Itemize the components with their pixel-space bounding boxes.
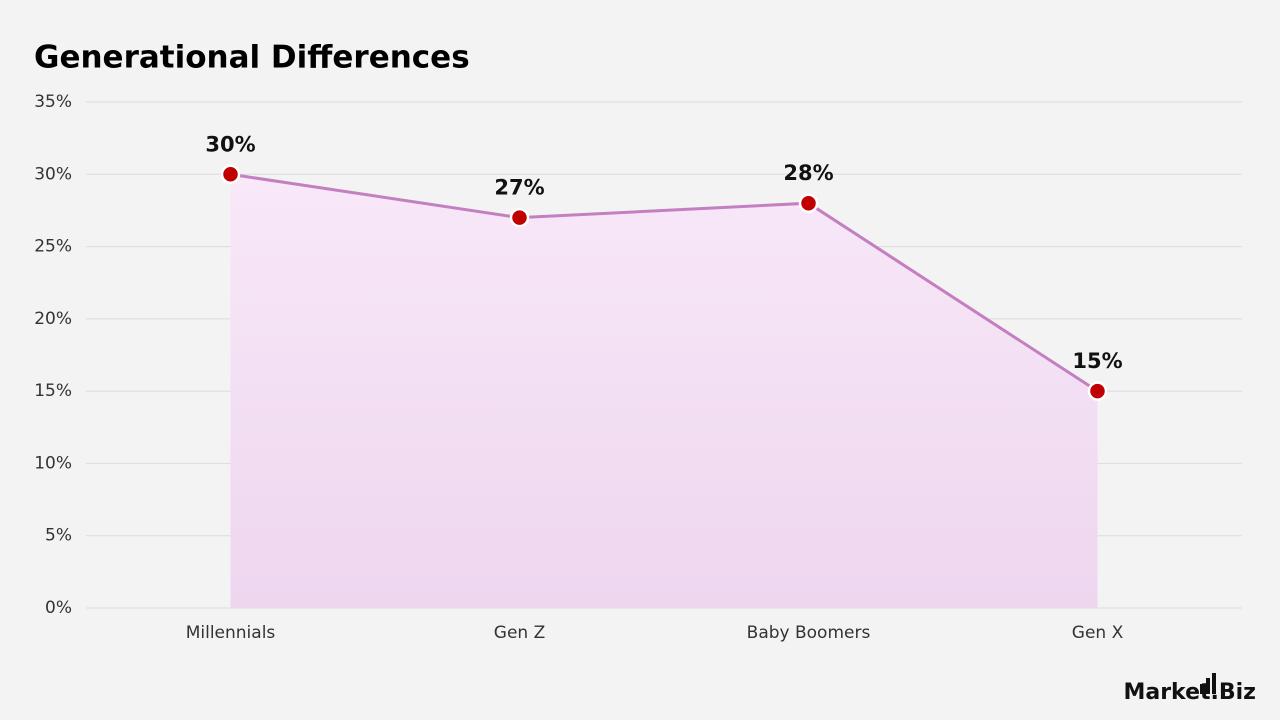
- value-label: 27%: [494, 176, 544, 200]
- value-label: 28%: [783, 161, 833, 185]
- area-fill: [230, 174, 1098, 609]
- x-tick-label: Millennials: [186, 623, 276, 643]
- y-tick-label: 5%: [45, 526, 72, 546]
- x-tick-label: Gen X: [1072, 623, 1124, 643]
- x-tick-label: Gen Z: [494, 623, 545, 643]
- marker: [509, 207, 530, 228]
- marker: [220, 164, 241, 185]
- y-tick-label: 25%: [34, 237, 72, 257]
- value-label: 15%: [1072, 349, 1122, 373]
- value-label: 30%: [205, 132, 255, 156]
- logo: Market.Biz: [1123, 680, 1256, 705]
- line: [230, 172, 1099, 393]
- y-tick-label: 35%: [34, 92, 72, 112]
- logo-icon: [1200, 673, 1216, 694]
- y-tick-label: 15%: [34, 381, 72, 401]
- y-tick-label: 0%: [45, 598, 72, 618]
- chart-title: Generational Differences: [34, 40, 470, 76]
- x-tick-label: Baby Boomers: [747, 623, 871, 643]
- marker: [1087, 381, 1108, 401]
- y-tick-label: 30%: [34, 164, 72, 184]
- y-tick-label: 10%: [34, 453, 72, 473]
- marker: [798, 193, 819, 213]
- y-tick-label: 20%: [34, 309, 72, 329]
